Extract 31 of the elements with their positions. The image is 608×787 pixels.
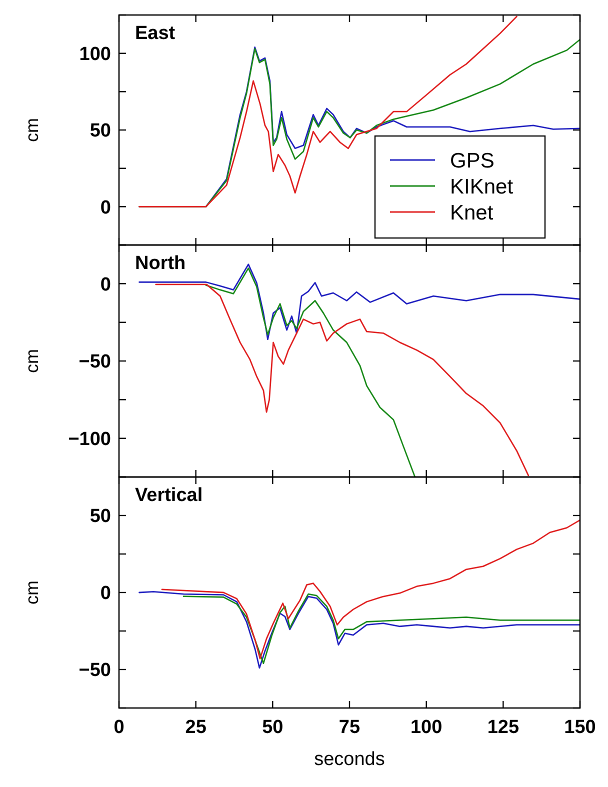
chart-title: North	[135, 253, 186, 274]
x-tick-label: 100	[410, 717, 442, 738]
y-tick-label: 50	[90, 506, 111, 528]
x-axis-title: seconds	[314, 749, 385, 770]
chart-title: East	[135, 23, 176, 44]
y-tick-label: 0	[100, 197, 111, 218]
y-axis-title: cm	[22, 118, 42, 142]
legend-label: KIKnet	[450, 175, 514, 198]
y-tick-label: 100	[79, 44, 111, 65]
line-series	[155, 284, 530, 476]
x-tick-label: 125	[487, 717, 520, 738]
x-tick-label: 50	[262, 717, 284, 738]
y-tick-label: −100	[68, 428, 111, 450]
line-series	[205, 268, 416, 477]
y-tick-label: −50	[78, 660, 111, 682]
line-series	[161, 519, 580, 660]
x-tick-label: 25	[185, 717, 207, 738]
y-axis-title: cm	[22, 349, 42, 373]
y-tick-label: 50	[90, 120, 111, 142]
y-axis-title: cm	[22, 580, 42, 604]
x-tick-label: 75	[338, 717, 360, 738]
legend-label: Knet	[450, 201, 494, 224]
x-tick-label: 150	[564, 717, 596, 738]
y-tick-label: 0	[100, 583, 111, 604]
line-series	[182, 593, 580, 664]
chart-title: Vertical	[135, 485, 203, 506]
y-tick-label: 0	[100, 274, 111, 296]
x-tick-label: 0	[114, 717, 124, 738]
line-series	[138, 591, 580, 669]
legend-label: GPS	[450, 149, 494, 172]
y-tick-label: −50	[78, 352, 111, 373]
